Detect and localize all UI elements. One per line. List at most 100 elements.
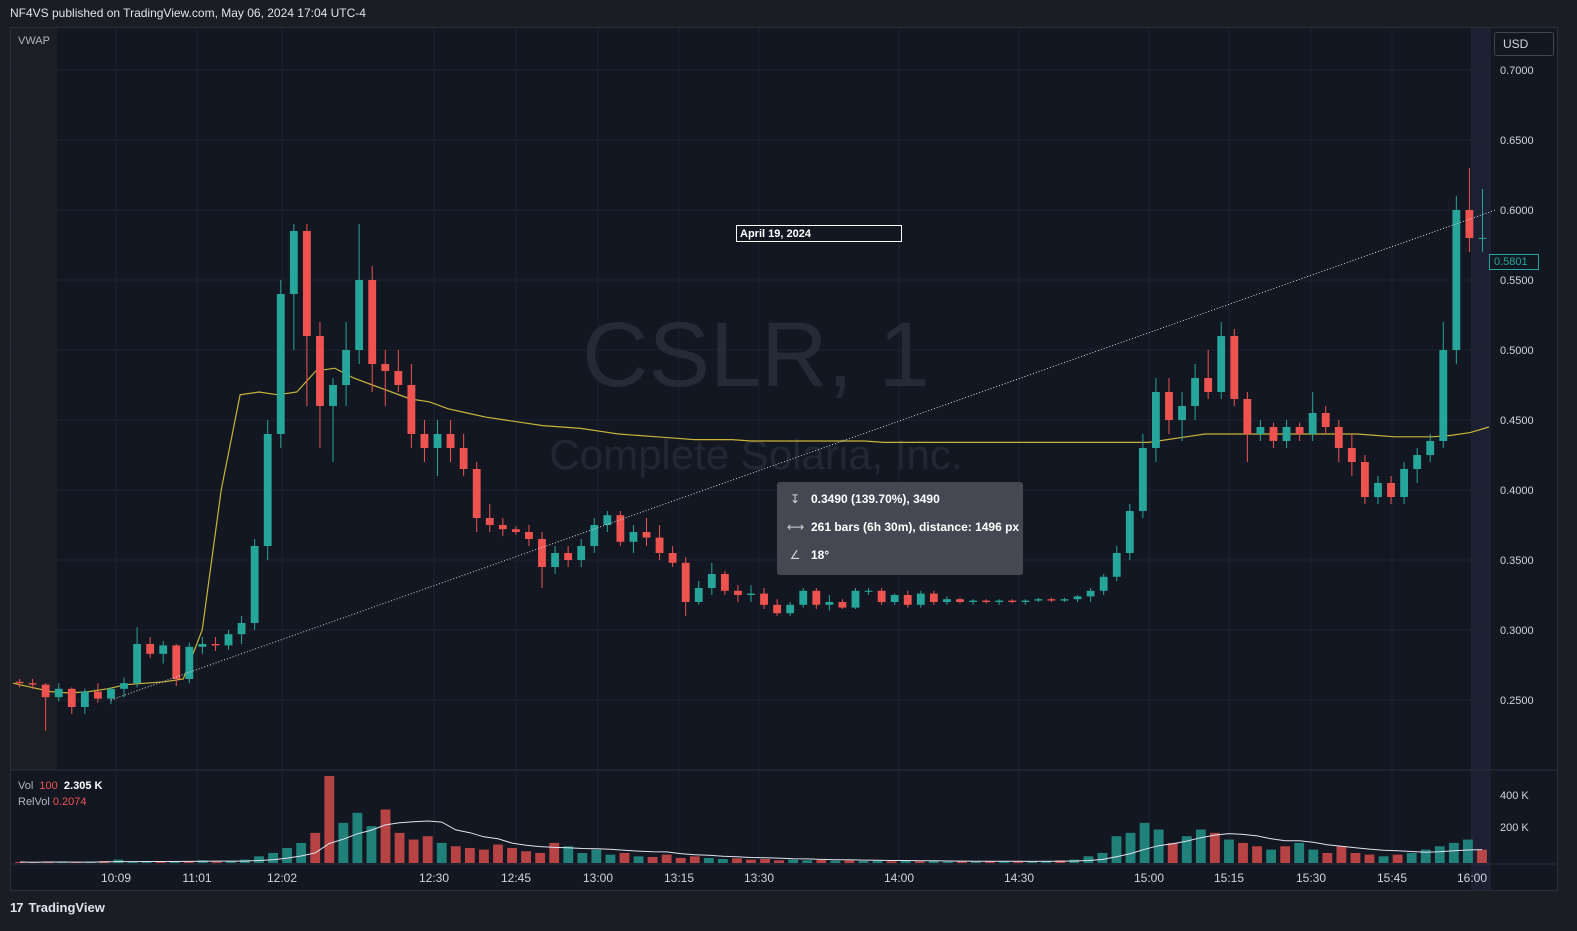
candle-body bbox=[1060, 599, 1069, 601]
candle-body bbox=[67, 688, 76, 707]
volume-bar bbox=[422, 836, 433, 863]
candle-body bbox=[407, 385, 416, 434]
candle-body bbox=[825, 602, 834, 605]
price-tick-label: 0.3000 bbox=[1500, 625, 1534, 637]
candle-body bbox=[342, 350, 350, 385]
volume-bar bbox=[464, 847, 475, 863]
symbol-watermark: CSLR, 1 Complete Solaria, Inc. bbox=[549, 304, 962, 478]
candle-body bbox=[1230, 336, 1239, 399]
date-annotation[interactable]: April 19, 2024 bbox=[736, 225, 902, 242]
candle-body bbox=[538, 539, 546, 567]
candle-body bbox=[1321, 413, 1330, 427]
volume-bar bbox=[647, 856, 658, 863]
price-axis[interactable]: 0.7000 0.6500 0.6000 0.5500 0.5000 0.4500 0.40… bbox=[1500, 65, 1534, 707]
volume-bar bbox=[535, 852, 546, 863]
volume-bar bbox=[633, 856, 644, 863]
volume-axis[interactable]: 400 K 200 K bbox=[1500, 790, 1529, 834]
time-tick-label: 13:00 bbox=[583, 871, 613, 885]
candle-body bbox=[1413, 455, 1422, 469]
price-tick-label: 0.2500 bbox=[1500, 695, 1534, 707]
candle-body bbox=[760, 593, 768, 605]
volume-bar bbox=[1111, 836, 1122, 863]
candle-body bbox=[472, 469, 481, 518]
volume-legend[interactable]: Vol 100 2.305 K RelVol 0.2074 bbox=[18, 778, 102, 810]
time-tick-label: 15:30 bbox=[1296, 871, 1326, 885]
volume-bar bbox=[985, 861, 995, 863]
candle-body bbox=[1204, 378, 1213, 392]
volume-bar bbox=[886, 861, 897, 863]
publisher-header: NF4VS published on TradingView.com, May … bbox=[10, 6, 366, 20]
candle-body bbox=[1112, 553, 1121, 577]
price-tick-label: 0.6500 bbox=[1500, 135, 1534, 147]
candle-body bbox=[329, 385, 337, 406]
volume-bar bbox=[493, 844, 503, 863]
volume-bar bbox=[563, 846, 574, 863]
volume-bar bbox=[689, 856, 700, 863]
candle-body bbox=[694, 588, 703, 602]
candle-body bbox=[551, 553, 559, 567]
last-price-badge: 0.5801 bbox=[1489, 254, 1539, 270]
price-chart-svg[interactable]: CSLR, 1 Complete Solaria, Inc. 0.7000 0.6… bbox=[11, 28, 1558, 891]
candle-body bbox=[1152, 392, 1160, 448]
volume-bar bbox=[450, 846, 461, 863]
candle-body bbox=[1047, 599, 1056, 601]
candle-body bbox=[1400, 469, 1409, 497]
volume-bar bbox=[703, 857, 714, 863]
time-tick-label: 14:30 bbox=[1004, 871, 1034, 885]
candle-body bbox=[485, 518, 494, 525]
volume-bar bbox=[872, 860, 883, 863]
time-axis[interactable]: 10:09 11:01 12:02 12:30 12:45 13:00 13:15 13:30… bbox=[101, 871, 1487, 885]
candle-body bbox=[890, 595, 899, 602]
candle-body bbox=[394, 371, 403, 385]
relvol-value: 0.2074 bbox=[52, 796, 87, 808]
volume-bar bbox=[577, 852, 588, 863]
candle-body bbox=[198, 644, 207, 647]
watermark-symbol: CSLR, 1 bbox=[582, 304, 930, 406]
candle-body bbox=[250, 546, 259, 623]
volume-bar bbox=[619, 852, 630, 863]
tradingview-brand[interactable]: 17 TradingView bbox=[10, 900, 105, 915]
candle-body bbox=[185, 646, 194, 679]
chart-pane[interactable]: CSLR, 1 Complete Solaria, Inc. 0.7000 0.6… bbox=[10, 27, 1558, 891]
volume-bar bbox=[928, 860, 939, 863]
candle-body bbox=[838, 602, 847, 608]
time-tick-label: 12:02 bbox=[267, 871, 297, 885]
volume-bar bbox=[282, 847, 293, 863]
volume-bar bbox=[605, 854, 616, 863]
candle-body bbox=[1452, 210, 1461, 350]
volume-bar bbox=[549, 842, 560, 863]
volume-ma-line bbox=[19, 820, 1483, 863]
tradingview-logo-icon: 17 bbox=[10, 900, 24, 915]
volume-bar bbox=[1238, 842, 1248, 863]
volume-bar bbox=[1167, 842, 1178, 863]
vol-value: 2.305 K bbox=[63, 780, 103, 792]
time-tick-label: 13:15 bbox=[664, 871, 694, 885]
candle-body bbox=[511, 529, 520, 532]
volume-bar bbox=[816, 859, 827, 863]
candle-body bbox=[629, 532, 638, 542]
candle-body bbox=[642, 532, 651, 538]
candle-body bbox=[1034, 599, 1043, 601]
candle-body bbox=[668, 553, 677, 563]
vwap-indicator-label[interactable]: VWAP bbox=[18, 35, 50, 47]
candle-body bbox=[1217, 336, 1226, 392]
volume-bar bbox=[1280, 846, 1291, 863]
volume-bar bbox=[1153, 829, 1164, 863]
volume-bar bbox=[1266, 849, 1277, 863]
candle-body bbox=[54, 688, 63, 698]
volume-bar bbox=[338, 822, 349, 863]
measure-bars-range: 261 bars (6h 30m), distance: 1496 px bbox=[811, 520, 1020, 534]
candle-body bbox=[864, 590, 873, 592]
volume-bar bbox=[1083, 856, 1094, 863]
candle-body bbox=[590, 525, 599, 546]
volume-bar bbox=[380, 809, 391, 863]
volume-bar bbox=[788, 859, 799, 863]
candle-body bbox=[107, 688, 115, 699]
volume-bar bbox=[436, 842, 447, 863]
volume-bar bbox=[970, 861, 981, 863]
volume-bar bbox=[1406, 852, 1417, 863]
currency-selector[interactable]: USD bbox=[1494, 32, 1554, 56]
volume-bar bbox=[1224, 839, 1234, 863]
candle-body bbox=[851, 590, 860, 608]
measure-price-range: 0.3490 (139.70%), 3490 bbox=[811, 492, 940, 506]
